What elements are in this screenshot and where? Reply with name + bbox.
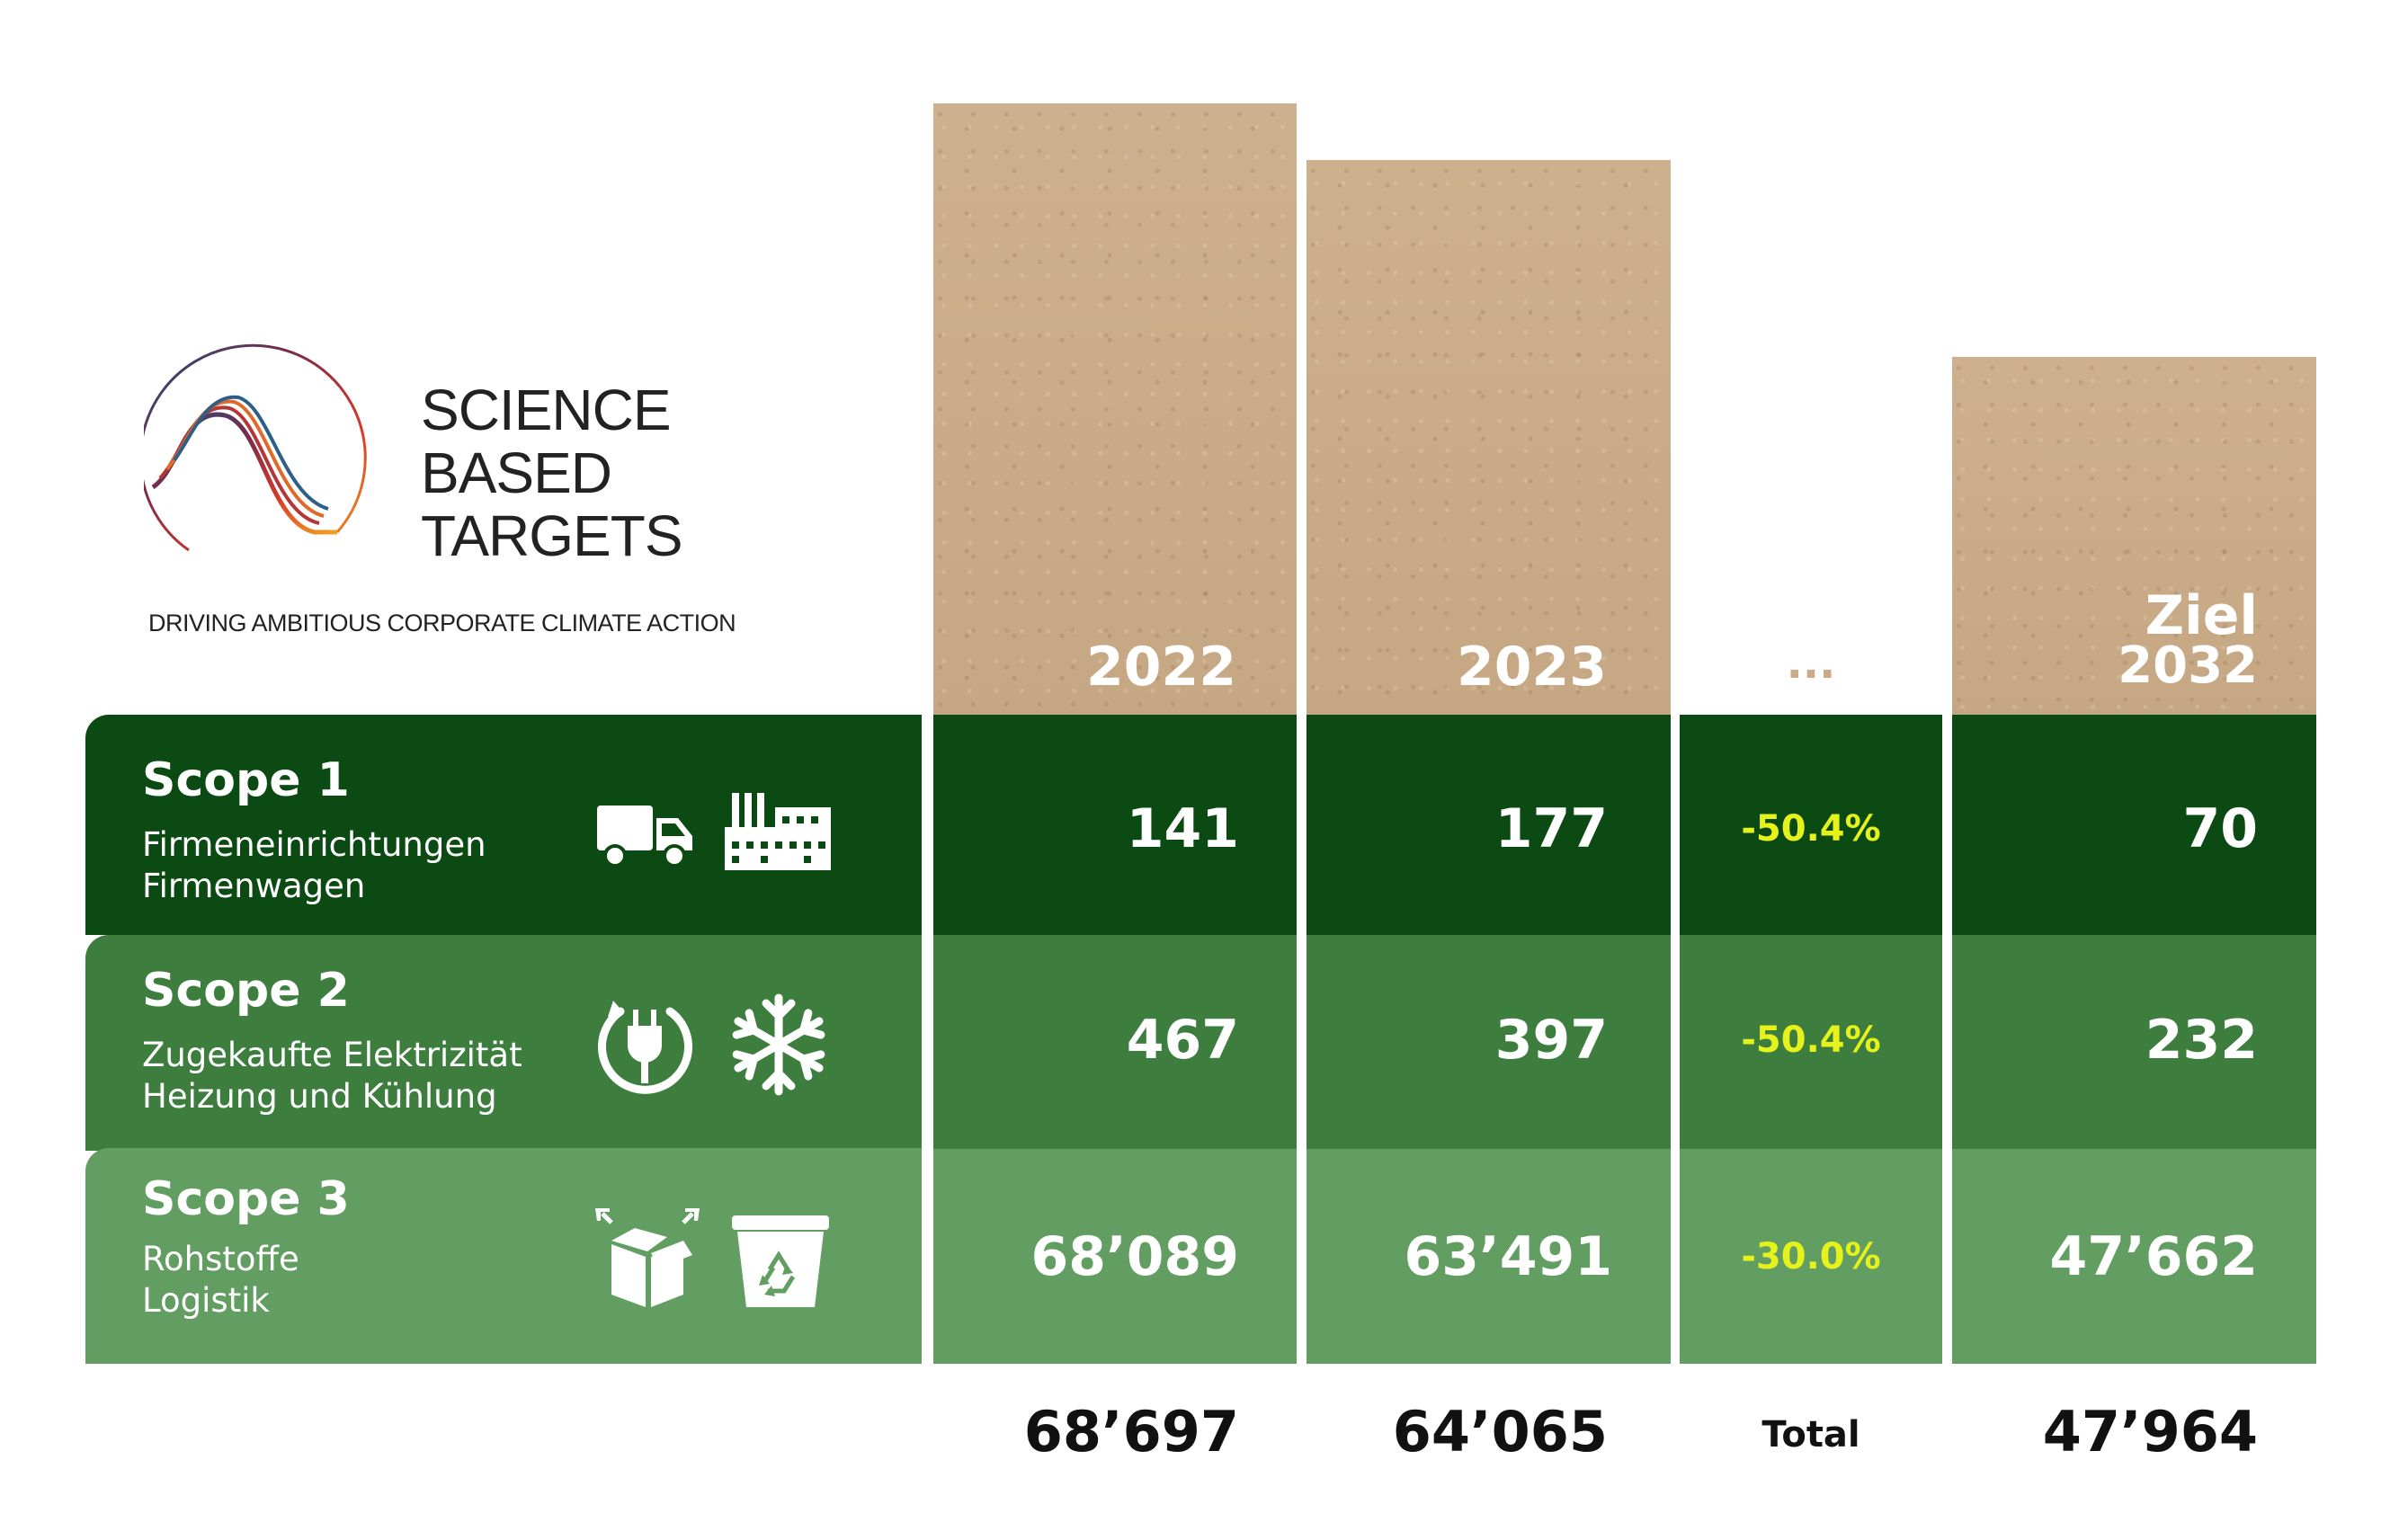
- logo-line-based: BASED: [421, 441, 612, 505]
- year-2023-label: 2023: [1457, 636, 1607, 699]
- target-label-year: 2032: [2118, 636, 2258, 695]
- scope1-desc-line1: Firmeneinrichtungen: [142, 825, 486, 864]
- scope3-change: -30.0%: [1741, 1236, 1881, 1277]
- scope3-value-2023: 63’491: [1404, 1225, 1612, 1288]
- scope3-title: Scope 3: [142, 1172, 350, 1226]
- scope3-value-target: 47’662: [2049, 1225, 2258, 1288]
- box-icon: [595, 1208, 700, 1307]
- scope2-change: -50.4%: [1741, 1019, 1881, 1061]
- column-2022-header: [933, 103, 1297, 715]
- logo-line-science: SCIENCE: [421, 378, 671, 442]
- scope2-value-target: 232: [2145, 1009, 2258, 1072]
- cell-bg: [1307, 1149, 1671, 1364]
- cell-bg: [1307, 715, 1671, 935]
- cell-bg: [1680, 935, 1942, 1149]
- target-label-ziel: Ziel: [2145, 584, 2258, 647]
- scope3-desc-line2: Logistik: [142, 1281, 270, 1320]
- total-2023: 64’065: [1392, 1399, 1608, 1464]
- scope2-value-2023: 397: [1494, 1009, 1608, 1072]
- cell-bg: [933, 935, 1297, 1149]
- factory-icon: [725, 793, 831, 870]
- cell-bg: [1307, 935, 1671, 1149]
- column-2023-header: [1307, 160, 1671, 715]
- cell-bg: [1680, 715, 1942, 935]
- cell-bg: [933, 1149, 1297, 1364]
- cell-bg: [1952, 1149, 2316, 1364]
- scope1-value-target: 70: [2182, 797, 2259, 860]
- scope1-title: Scope 1: [142, 753, 350, 807]
- scope2-desc-line2: Heizung und Kühlung: [142, 1077, 497, 1116]
- cell-bg: [933, 715, 1297, 935]
- total-label: Total: [1761, 1414, 1860, 1455]
- scope3-desc-line1: Rohstoffe: [142, 1240, 299, 1278]
- scope1-desc-line2: Firmenwagen: [142, 867, 366, 905]
- total-2022: 68’697: [1023, 1399, 1239, 1464]
- cell-bg: [1680, 1149, 1942, 1364]
- recycle-bin-icon: [732, 1215, 829, 1307]
- snowflake-icon: [727, 993, 831, 1097]
- cell-bg: [1952, 935, 2316, 1149]
- ellipsis-label: ...: [1786, 638, 1836, 689]
- scope2-desc-line1: Zugekaufte Elektrizität: [142, 1036, 522, 1074]
- column-target-header: [1952, 357, 2316, 715]
- scope2-title: Scope 2: [142, 964, 350, 1018]
- truck-icon: [597, 806, 692, 868]
- sbti-logo-mark: [144, 343, 367, 552]
- scope2-value-2022: 467: [1126, 1009, 1239, 1072]
- cell-bg: [1952, 715, 2316, 935]
- total-target: 47’964: [2042, 1399, 2258, 1464]
- scope3-value-2022: 68’089: [1030, 1225, 1239, 1288]
- scope1-value-2022: 141: [1126, 797, 1239, 860]
- plug-icon: [598, 1001, 692, 1094]
- logo-tagline: DRIVING AMBITIOUS CORPORATE CLIMATE ACTI…: [148, 610, 736, 636]
- scope1-value-2023: 177: [1494, 797, 1608, 860]
- scope1-change: -50.4%: [1741, 808, 1881, 850]
- year-2022-label: 2022: [1086, 636, 1236, 699]
- logo-line-targets: TARGETS: [421, 503, 682, 568]
